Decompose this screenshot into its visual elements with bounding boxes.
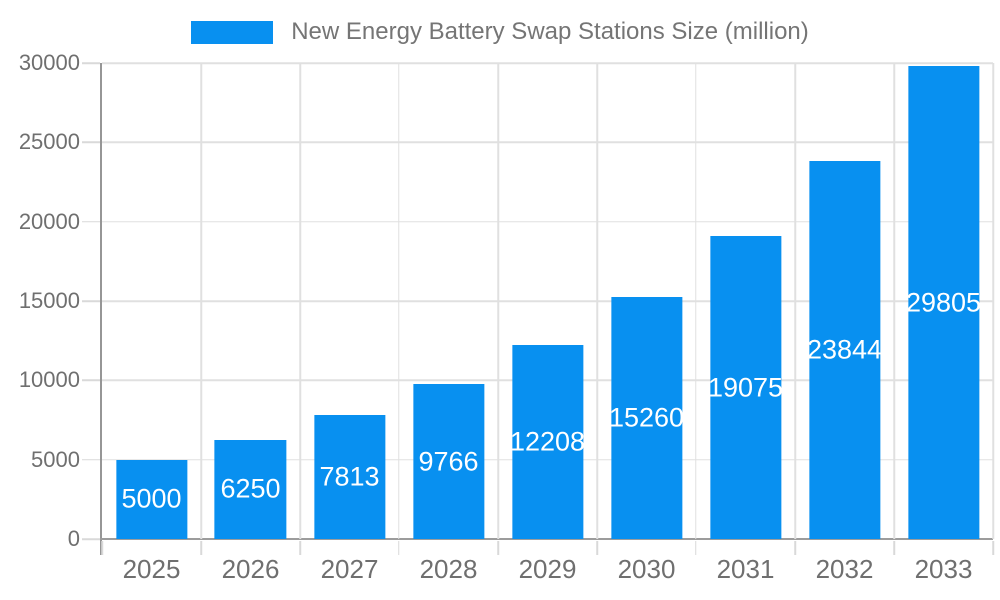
x-tick-mark (794, 541, 796, 555)
h-gridline (102, 220, 993, 223)
h-gridline (102, 62, 993, 64)
bar-2027[interactable]: 7813 (313, 415, 386, 539)
x-tick-mark (992, 541, 994, 555)
bar-2025[interactable]: 5000 (115, 459, 188, 539)
v-gridline (695, 63, 697, 539)
x-tick-mark (695, 541, 697, 555)
x-axis-labels: 2025 2026 2027 2028 2029 2030 2031 2032 2033 (102, 539, 993, 587)
bar-value-label: 19075 (707, 372, 784, 403)
x-tick-mark (101, 541, 103, 555)
legend-item[interactable]: New Energy Battery Swap Stations Size (m… (0, 18, 1000, 46)
y-axis-line (100, 63, 102, 555)
v-gridline (497, 63, 499, 539)
bar-2033[interactable]: 29805 (905, 66, 982, 539)
y-tick-mark (82, 62, 100, 64)
bar-2030[interactable]: 15260 (608, 296, 685, 539)
y-tick-label: 10000 (18, 367, 80, 393)
x-tick-mark (596, 541, 598, 555)
x-tick-mark (299, 541, 301, 555)
h-gridline (102, 141, 993, 144)
bar-2028[interactable]: 9766 (412, 384, 485, 539)
y-tick-label: 15000 (18, 288, 80, 313)
x-tick-label: 2032 (815, 554, 874, 584)
x-tick-label: 2030 (617, 554, 676, 584)
x-axis-line (100, 538, 993, 540)
x-tick-mark (893, 541, 895, 555)
v-gridline (200, 63, 202, 539)
legend-label: New Energy Battery Swap Stations Size (m… (291, 18, 809, 45)
x-tick-label: 2033 (914, 554, 973, 584)
bar-2031[interactable]: 19075 (707, 236, 784, 539)
x-tick-label: 2031 (716, 554, 775, 584)
x-tick-label: 2027 (320, 554, 379, 584)
bar-value-label: 15260 (608, 402, 685, 433)
bar-2026[interactable]: 6250 (214, 439, 287, 539)
v-gridline (992, 63, 994, 539)
bar-value-label: 29805 (905, 287, 982, 318)
bar-2029[interactable]: 12208 (509, 345, 586, 539)
bar-value-label: 5000 (121, 483, 182, 514)
bar-value-label: 12208 (509, 426, 586, 457)
v-gridline (596, 63, 598, 539)
y-tick-label: 25000 (18, 129, 80, 155)
y-tick-mark (82, 141, 100, 144)
bar-value-label: 23844 (806, 334, 883, 365)
y-tick-mark (82, 300, 100, 302)
h-gridline (102, 300, 993, 302)
x-tick-label: 2029 (518, 554, 577, 584)
y-tick-mark (82, 220, 100, 223)
y-tick-label: 5000 (31, 446, 80, 472)
legend-swatch (191, 20, 274, 44)
plot-area: 5000 6250 7813 9766 12208 15260 19075 23844 2980… (82, 62, 994, 555)
bar-value-label: 6250 (220, 473, 281, 504)
x-tick-mark (398, 541, 400, 555)
y-tick-label: 30000 (18, 50, 80, 75)
x-tick-mark (497, 541, 499, 555)
y-tick-mark (82, 458, 100, 461)
y-tick-label: 0 (67, 526, 80, 551)
y-tick-label: 20000 (18, 208, 80, 234)
y-tick-mark (82, 538, 100, 540)
y-tick-mark (82, 379, 100, 382)
v-gridline (893, 63, 895, 539)
bar-value-label: 9766 (418, 446, 479, 477)
bar-2032[interactable]: 23844 (806, 160, 883, 539)
x-tick-label: 2026 (221, 554, 280, 584)
v-gridline (794, 63, 796, 539)
bar-value-label: 7813 (319, 461, 380, 492)
x-tick-label: 2028 (419, 554, 478, 584)
v-gridline (299, 63, 301, 539)
v-gridline (398, 63, 400, 539)
x-tick-label: 2025 (122, 554, 181, 584)
y-axis-labels: 0 5000 10000 15000 20000 25000 30000 (0, 52, 80, 550)
x-tick-mark (200, 541, 202, 555)
